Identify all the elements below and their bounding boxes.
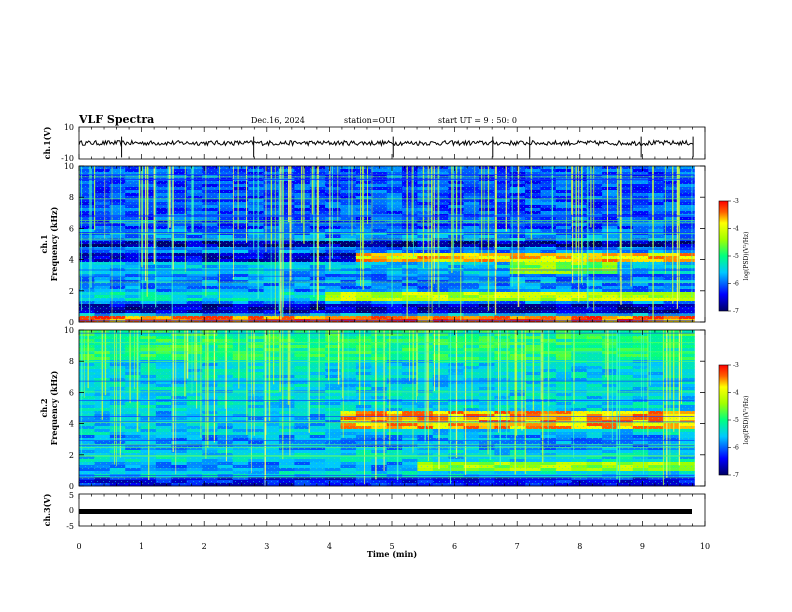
freq-tick-label: 8	[69, 357, 74, 366]
freq-tick-label: 4	[69, 420, 74, 429]
time-tick-label: 5	[389, 542, 394, 551]
ch2-colorbar-label: log(PSD)(V²/Hz)	[743, 396, 750, 445]
ch1-colorbar-ticks: -3 -4 -5 -6 -7	[728, 198, 739, 315]
colorbar-tick-label: -4	[733, 226, 739, 233]
ch3-ytick-mid: 0	[69, 506, 74, 515]
colorbar-tick-label: -6	[733, 281, 739, 288]
ch1-colorbar	[718, 200, 729, 312]
ch2-colorbar-ticks: -3 -4 -5 -6 -7	[728, 362, 739, 479]
time-axis-label: Time (min)	[367, 549, 417, 559]
ch1-ytick-top: 10	[64, 123, 74, 132]
colorbar-tick-label: -5	[733, 417, 739, 424]
freq-tick-label: 10	[64, 162, 74, 171]
time-tick-label: 9	[640, 542, 645, 551]
station-label: station=OUI	[344, 116, 395, 125]
time-tick-label: 6	[452, 542, 457, 551]
spectrogram-speckle	[79, 166, 695, 322]
date-label: Dec.16, 2024	[251, 116, 305, 125]
spectrogram-speckle	[79, 330, 695, 486]
colorbar-tick-label: -6	[733, 445, 739, 452]
freq-tick-label: 2	[69, 287, 74, 296]
colorbar-tick-label: -7	[733, 308, 739, 315]
freq-tick-label: 4	[69, 256, 74, 265]
time-tick-label: 3	[264, 542, 269, 551]
ch1-colorbar-label: log(PSD)(V²/Hz)	[743, 232, 750, 281]
colorbar-tick-label: -4	[733, 390, 739, 397]
ch2-channel-label: ch.2	[39, 398, 49, 417]
time-tick-label: 10	[700, 542, 710, 551]
ch1-ytick-bottom: -10	[61, 154, 74, 163]
time-tick-label: 0	[76, 542, 81, 551]
ch3-waveform-ylabel: ch.3(V)	[42, 493, 52, 526]
ch1-frequency-label: Frequency (kHz)	[49, 206, 59, 281]
colorbar-tick-label: -5	[733, 253, 739, 260]
ch1-waveform-ylabel: ch.1(V)	[42, 126, 52, 159]
time-tick-label: 1	[139, 542, 144, 551]
time-tick-label: 7	[515, 542, 520, 551]
time-tick-label: 4	[327, 542, 332, 551]
ch1-spikes	[121, 136, 694, 158]
freq-tick-label: 2	[69, 451, 74, 460]
ch3-waveform-trace	[79, 509, 692, 514]
ch2-frequency-label: Frequency (kHz)	[49, 370, 59, 445]
ch1-channel-label: ch.1	[39, 234, 49, 253]
time-tick-label: 8	[577, 542, 582, 551]
ch1-spectrogram-image	[79, 166, 705, 323]
freq-tick-label: 0	[69, 318, 74, 327]
ch2-colorbar	[718, 364, 729, 476]
time-axis-ticks: 0 1 2 3 4 5 6 7 8 9 10	[76, 127, 710, 551]
colorbar-tick-label: -3	[733, 362, 739, 369]
start-time-label: start UT = 9 : 50: 0	[438, 116, 517, 125]
ch2-spectrogram-image	[79, 330, 705, 487]
freq-tick-label: 8	[69, 193, 74, 202]
ch2-spectrogram-yticks: 0 2 4 6 8 10	[64, 326, 705, 491]
ch1-spectrogram-yticks: 0 2 4 6 8 10	[64, 162, 705, 327]
time-tick-label: 2	[202, 542, 207, 551]
freq-tick-label: 10	[64, 326, 74, 335]
freq-tick-label: 6	[69, 388, 74, 397]
freq-tick-label: 6	[69, 224, 74, 233]
colorbar-tick-label: -3	[733, 198, 739, 205]
freq-tick-label: 0	[69, 482, 74, 491]
colorbar-tick-label: -7	[733, 472, 739, 479]
ch3-ytick-bottom: -5	[66, 522, 74, 531]
ch1-waveform-trace	[78, 139, 694, 148]
ch3-ytick-top: 5	[69, 491, 74, 500]
figure-title: VLF Spectra	[78, 113, 154, 126]
